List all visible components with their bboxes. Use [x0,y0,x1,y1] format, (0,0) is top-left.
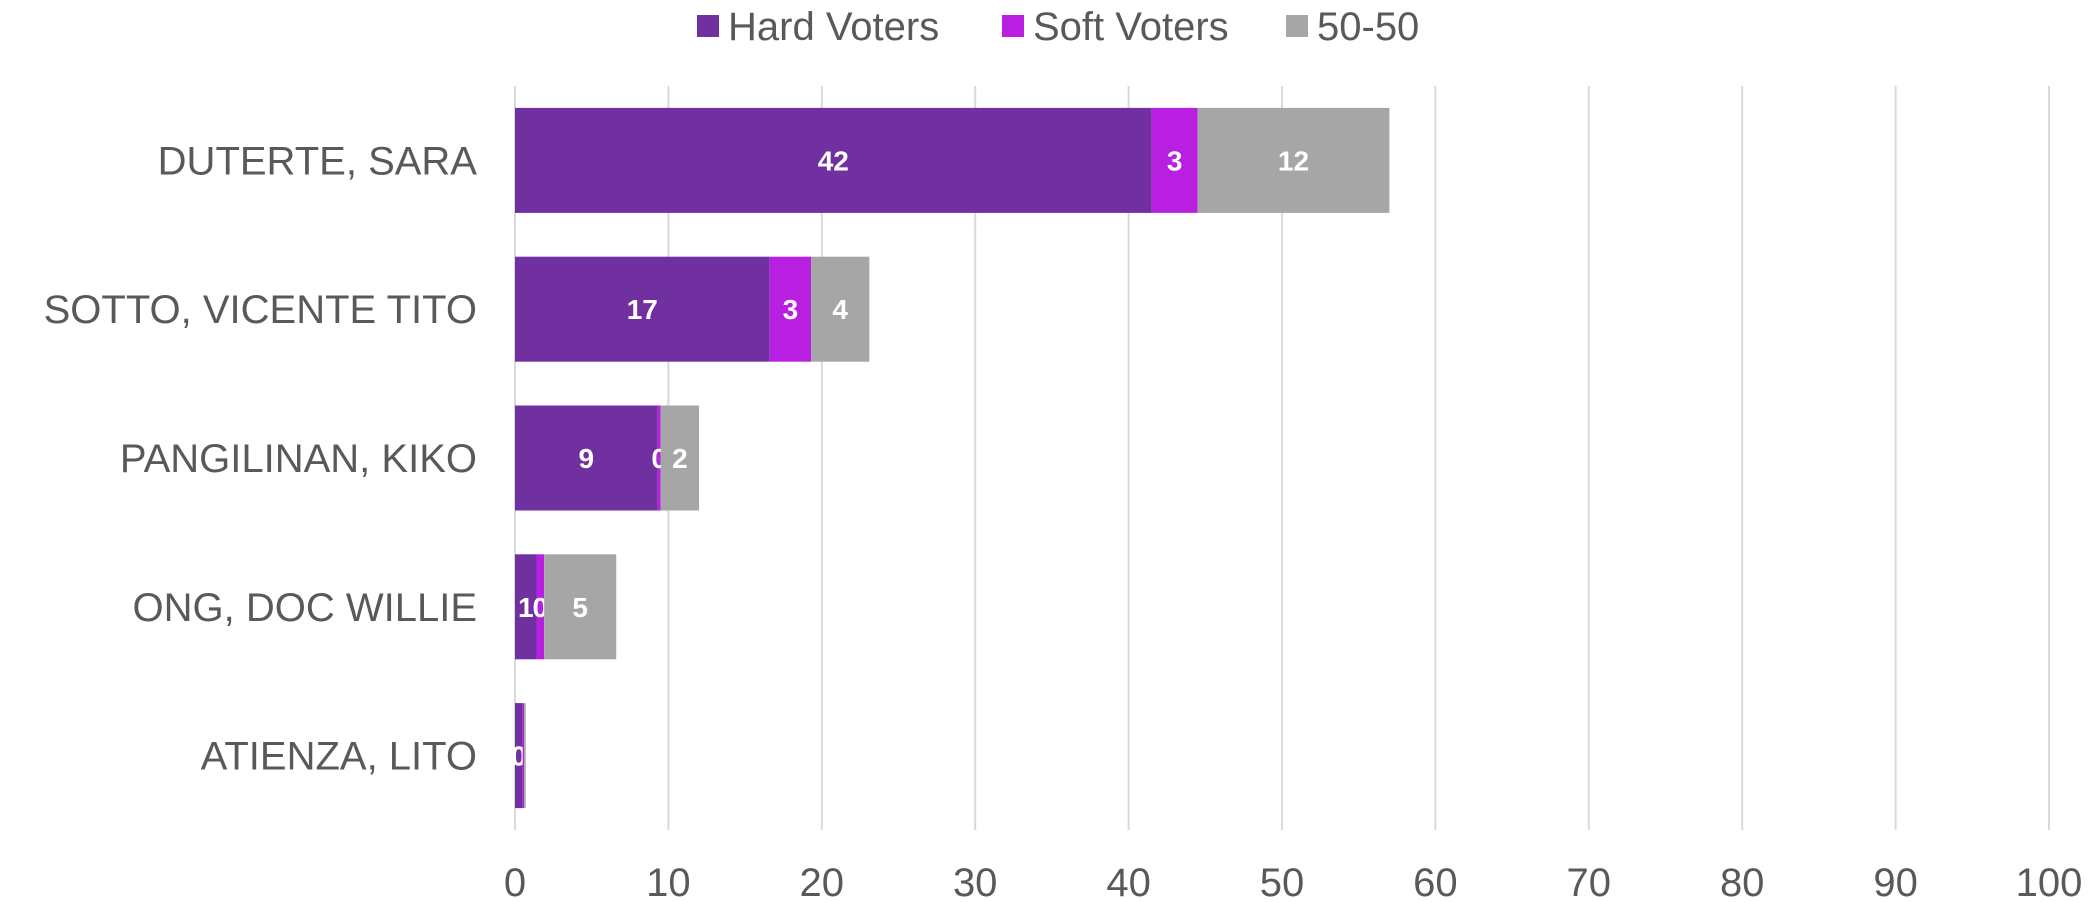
category-label-atienza-lito: ATIENZA, LITO [201,735,477,779]
x-tick-label-30: 30 [953,861,998,902]
category-label-duterte-sara: DUTERTE, SARA [158,139,478,183]
bar-duterte-sara-soft-voters [1151,107,1198,213]
bar-sotto-vicente-tito-hard-voters [515,256,770,362]
bar-duterte-sara-50-50 [1197,107,1390,213]
data-label-ong-doc-willie-hard-voters: 1 [518,592,534,623]
x-tick-label-70: 70 [1567,861,1612,902]
bar-atienza-lito-50-50 [524,703,526,809]
legend-swatch-soft-voters [1002,15,1024,37]
data-label-sotto-vicente-tito-hard-voters: 17 [627,294,658,325]
bar-pangilinan-kiko-hard-voters [515,405,658,511]
data-label-ong-doc-willie-50-50: 5 [572,592,588,623]
category-label-sotto-vicente-tito: SOTTO, VICENTE TITO [44,288,477,332]
bar-ong-doc-willie-50-50 [544,554,617,660]
data-label-pangilinan-kiko-hard-voters: 9 [579,443,595,474]
data-label-duterte-sara-50-50: 12 [1278,145,1309,176]
legend-swatch-50-50 [1286,15,1308,37]
x-tick-label-40: 40 [1106,861,1151,902]
x-tick-label-90: 90 [1873,861,1918,902]
bar-pangilinan-kiko-soft-voters [657,405,661,511]
bar-atienza-lito-hard-voters [515,703,523,809]
x-tick-label-0: 0 [504,861,526,902]
legend-label-soft-voters: Soft Voters [1033,5,1229,49]
x-tick-label-50: 50 [1260,861,1305,902]
category-label-ong-doc-willie: ONG, DOC WILLIE [133,586,478,630]
legend-label-hard-voters: Hard Voters [728,5,939,49]
bar-ong-doc-willie-soft-voters [536,554,545,660]
data-label-duterte-sara-hard-voters: 42 [818,145,849,176]
data-label-sotto-vicente-tito-50-50: 4 [832,294,848,325]
legend-label-50-50: 50-50 [1317,5,1419,49]
bar-pangilinan-kiko-50-50 [660,405,700,511]
data-label-duterte-sara-soft-voters: 3 [1167,145,1183,176]
x-tick-label-100: 100 [2016,861,2083,902]
data-label-pangilinan-kiko-50-50: 2 [672,443,688,474]
category-label-pangilinan-kiko: PANGILINAN, KIKO [120,437,477,481]
legend: Hard Voters Soft Voters 50-50 [697,5,1419,49]
data-label-sotto-vicente-tito-soft-voters: 3 [783,294,799,325]
legend-swatch-hard-voters [697,15,719,37]
x-tick-label-10: 10 [646,861,691,902]
bar-duterte-sara-hard-voters [515,107,1152,213]
x-tick-label-60: 60 [1413,861,1458,902]
x-tick-label-20: 20 [800,861,845,902]
category-labels: DUTERTE, SARA SOTTO, VICENTE TITO PANGILIN… [44,139,478,778]
x-axis-tick-labels: 0 10 20 30 40 50 60 70 80 90 100 [504,861,2083,902]
bar-sotto-vicente-tito-50-50 [811,256,870,362]
x-tick-label-80: 80 [1720,861,1765,902]
bar-sotto-vicente-tito-soft-voters [769,256,812,362]
bar-ong-doc-willie-hard-voters [515,554,537,660]
bar-atienza-lito-soft-voters [522,703,525,809]
